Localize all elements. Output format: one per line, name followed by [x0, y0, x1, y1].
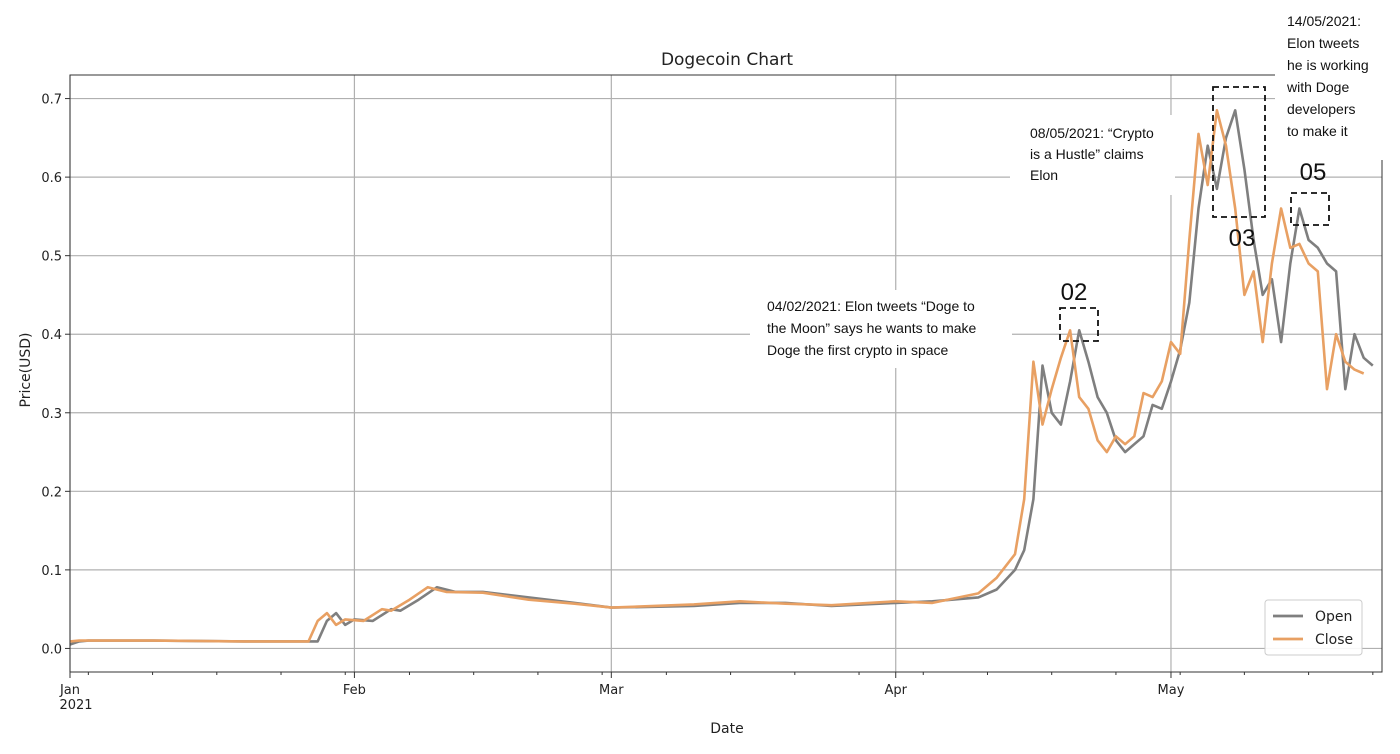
annotation-line: Elon	[1030, 167, 1058, 183]
annotation-background	[1275, 5, 1400, 160]
annotation-box	[1059, 307, 1099, 342]
annotation-line: Elon tweets	[1287, 35, 1359, 51]
series-line-open	[69, 109, 1374, 646]
y-tick-label: 0.6	[41, 171, 62, 186]
series-line-close	[69, 109, 1365, 643]
chart-title: Dogecoin Chart	[661, 50, 793, 70]
y-axis-label: Price(USD)	[18, 333, 34, 408]
x-tick-label: May	[1158, 683, 1185, 698]
grid-lines	[69, 75, 1382, 672]
y-tick-label: 0.3	[41, 407, 62, 422]
legend-label-close: Close	[1315, 632, 1353, 648]
y-tick-label: 0.4	[41, 328, 62, 343]
x-tick-label: Jan	[59, 683, 80, 698]
annotation-text: 14/05/2021: Elon tweets he is working with …	[1286, 13, 1369, 139]
annotation-line: with Doge	[1286, 79, 1349, 95]
y-tick-label: 0.5	[41, 250, 62, 265]
legend-box	[1264, 599, 1363, 656]
series-lines	[69, 109, 1374, 646]
x-tick-label: Apr	[884, 683, 907, 698]
annotation-line: Doge the first crypto in space	[767, 342, 949, 358]
annotation-line: the Moon” says he wants to make	[767, 320, 977, 336]
plot-frame	[69, 74, 1383, 673]
annotation-text: 04/02/2021: Elon tweets “Doge to the Moon…	[767, 298, 977, 358]
legend-label-open: Open	[1315, 609, 1352, 625]
annotations: 04/02/2021: Elon tweets “Doge to the Moon…	[750, 5, 1400, 368]
x-tick-label: Feb	[343, 683, 366, 698]
y-tick-label: 0.0	[41, 642, 62, 657]
x-tick-sublabel: 2021	[59, 698, 92, 713]
annotation-box	[1290, 192, 1330, 226]
y-tick-label: 0.2	[41, 485, 62, 500]
annotation-line: 04/02/2021: Elon tweets “Doge to	[767, 298, 975, 314]
annotation-line: 08/05/2021: “Crypto	[1030, 125, 1154, 141]
annotation-line: he is working	[1287, 57, 1369, 73]
annotation-background	[750, 290, 1012, 368]
annotation-line: 14/05/2021:	[1287, 13, 1361, 29]
annotation-number: 05	[1300, 159, 1327, 186]
annotation-number: 03	[1229, 225, 1256, 252]
x-axis-label: Date	[710, 721, 743, 737]
y-tick-label: 0.7	[41, 93, 62, 108]
x-tick-label: Mar	[599, 683, 624, 698]
annotation-box	[1212, 86, 1266, 218]
annotation-background	[1010, 115, 1175, 195]
annotation-text: 08/05/2021: “Crypto is a Hustle” claims El…	[1030, 125, 1154, 183]
annotation-line: to make it	[1287, 123, 1348, 139]
annotation-number: 02	[1061, 279, 1088, 306]
annotation-line: developers	[1287, 101, 1356, 117]
annotation-line: is a Hustle” claims	[1030, 146, 1144, 162]
legend: Open Close	[1264, 599, 1363, 656]
y-tick-label: 0.1	[41, 564, 62, 579]
